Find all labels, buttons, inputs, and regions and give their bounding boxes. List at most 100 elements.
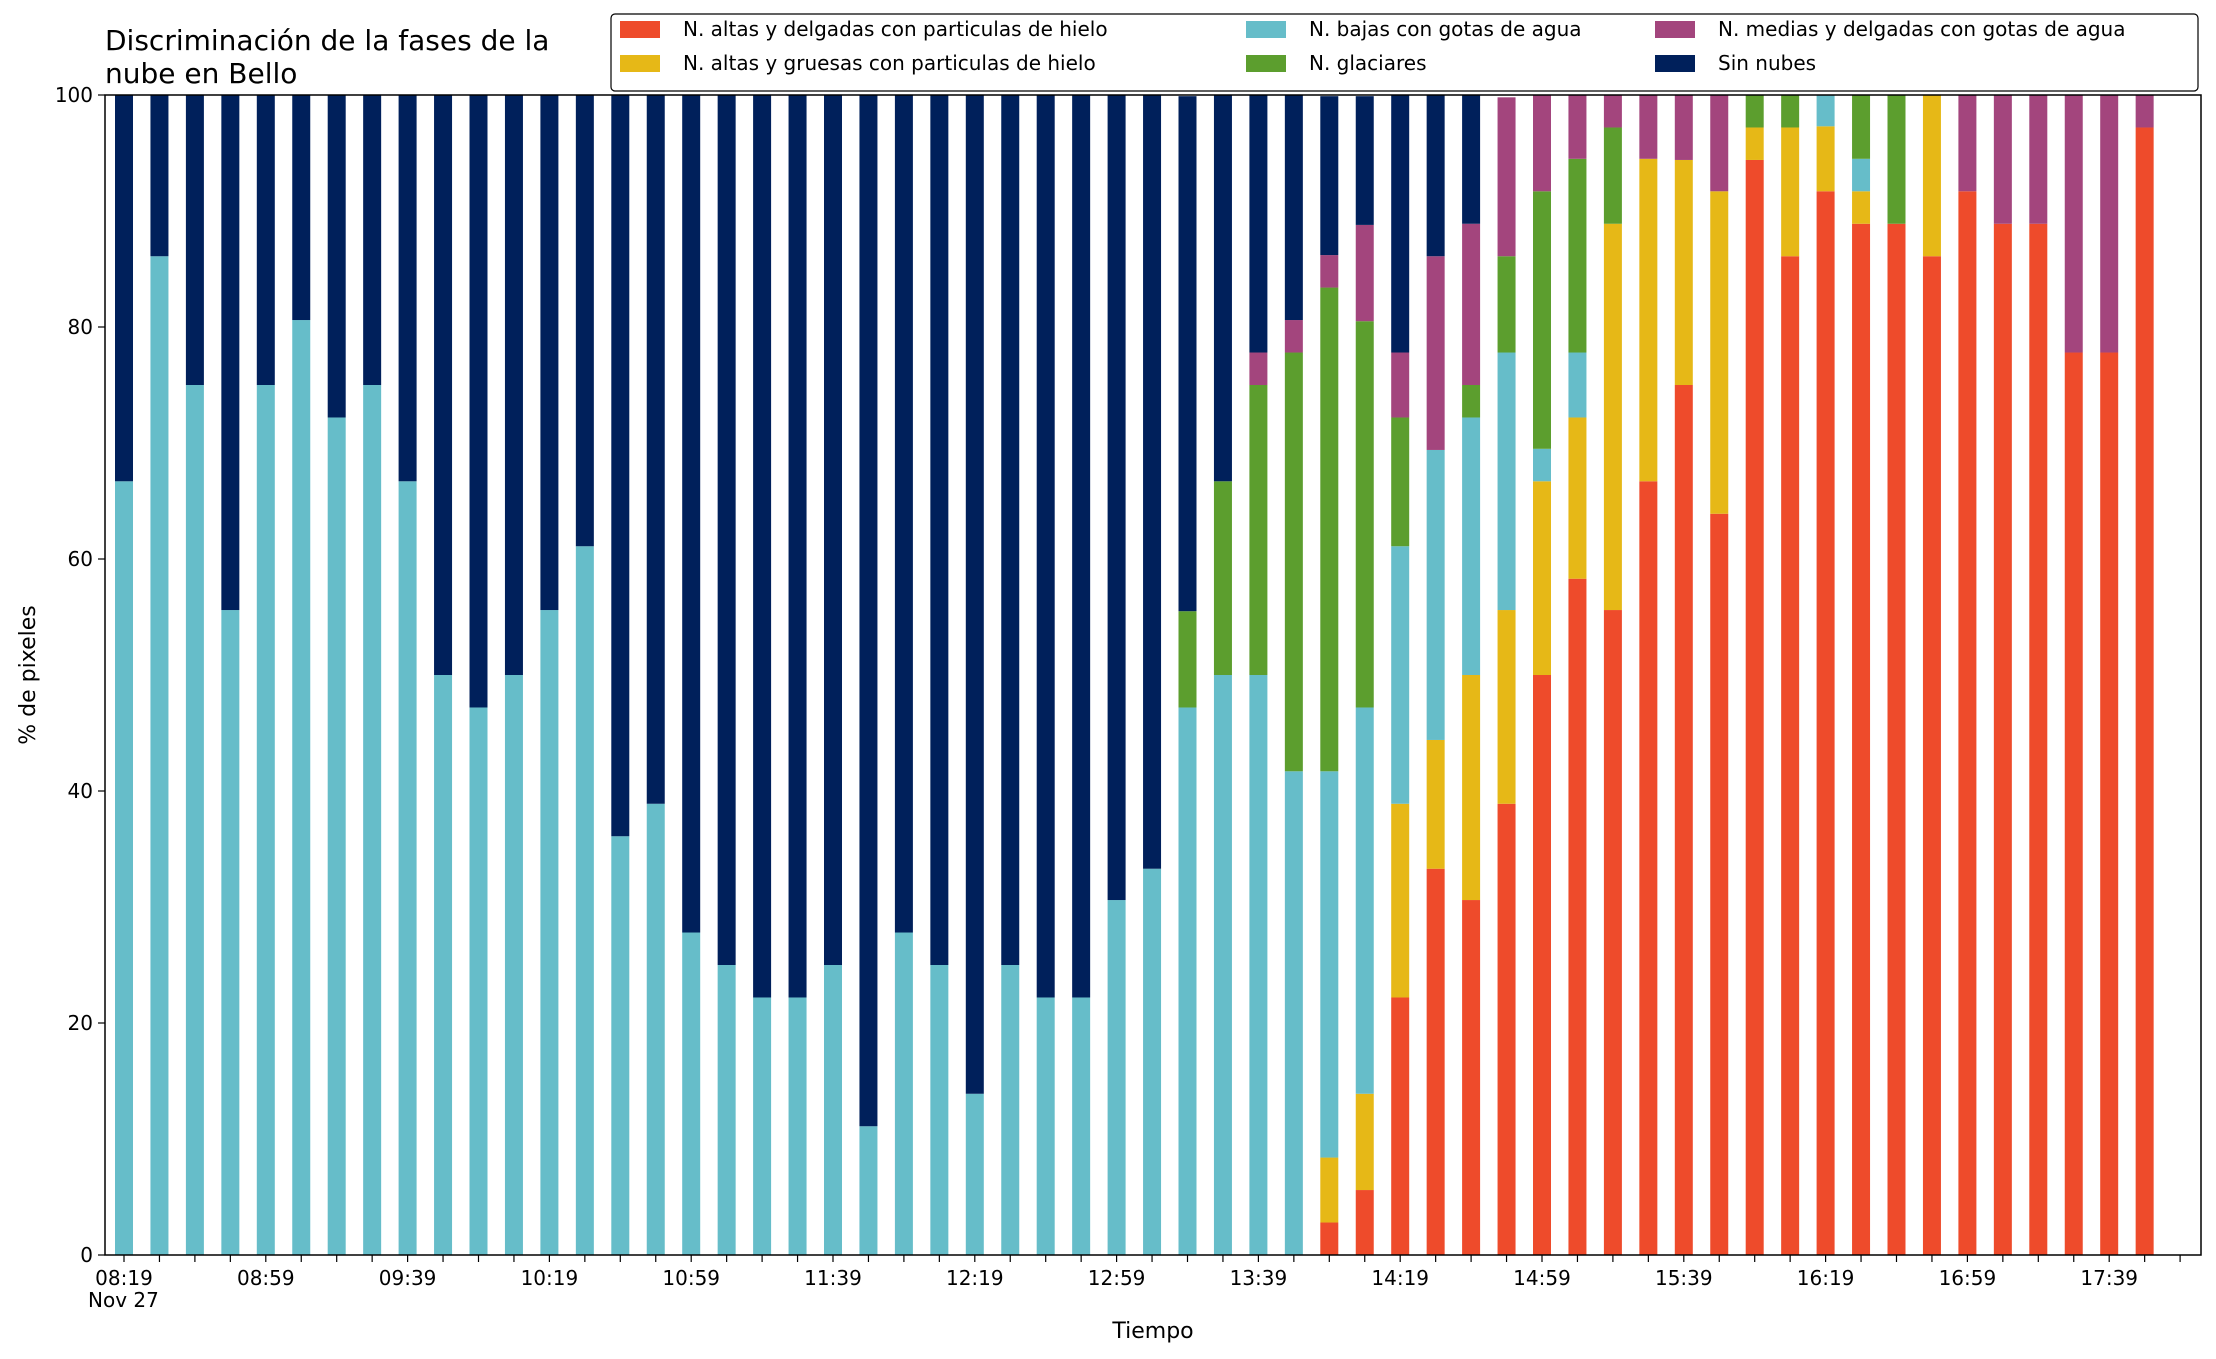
bar-segment [1993,223,2012,1255]
legend-label: Sin nubes [1718,51,1816,75]
bar-segment [292,95,311,321]
bar-segment [1284,95,1303,321]
bars-layer [115,95,2154,1256]
bar-segment [1320,1222,1339,1255]
bar-segment [788,997,807,1255]
legend-label: N. glaciares [1309,51,1427,75]
bar-segment [1036,997,1055,1255]
bar-segment [1213,481,1232,675]
chart-title-line-2: nube en Bello [105,57,297,90]
bar-segment [1462,223,1481,385]
bar-segment [611,836,630,1255]
bar-segment [1249,352,1268,385]
bar-segment [363,95,382,385]
bar-segment [646,95,665,804]
bar-segment [327,95,346,418]
bar-segment [1603,95,1622,128]
legend-box [610,13,2199,92]
bar-segment [1887,223,1906,1255]
bar-segment [2100,95,2119,353]
bar-segment [2029,223,2048,1255]
bar-segment [575,546,594,1255]
bar-segment [398,481,417,1255]
bar-segment [1710,95,1729,192]
bar-segment [1922,95,1941,257]
bar-segment [1107,900,1126,1255]
bar-segment [1249,95,1268,353]
bar-segment [1816,95,1835,127]
bar-segment [221,95,240,611]
y-tick-label: 20 [68,1011,93,1035]
y-tick-label: 40 [68,779,93,803]
y-axis: 0 20 40 60 80 100 [55,83,105,1267]
bar-segment [1958,95,1977,192]
bar-segment [859,1126,878,1255]
bar-segment [1745,159,1764,1256]
x-tick-label: 14:59 [1513,1266,1571,1290]
bar-segment [1462,675,1481,901]
bar-segment [185,95,204,385]
bar-segment [930,95,949,965]
bar-segment [1426,449,1445,740]
bar-segment [1001,95,1020,965]
bar-segment [1178,96,1197,612]
bar-segment [1639,158,1658,482]
bar-segment [1284,320,1303,353]
bar-segment [1143,95,1162,869]
legend-label: N. bajas con gotas de agua [1309,17,1582,41]
bar-segment [1639,481,1658,1255]
bar-segment [1355,224,1374,322]
bar-segment [1213,95,1232,482]
bar-segment [1674,385,1693,1255]
bar-segment [2064,352,2083,1255]
bar-segment [788,95,807,998]
bar-segment [1533,448,1551,482]
bar-segment [611,95,630,837]
bar-segment [717,95,736,965]
bar-segment [1107,95,1126,901]
x-tick-label: 08:19 [95,1266,153,1290]
bar-segment [575,95,594,547]
bar-segment [717,965,736,1255]
bar-segment [1249,675,1268,1255]
bar-segment [1072,95,1091,998]
bar-segment [1355,1093,1374,1191]
bar-segment [965,95,984,1094]
bar-segment [1391,997,1410,1255]
bar-segment [646,803,665,1255]
bar-segment [1603,610,1622,1255]
bar-segment [1320,255,1339,288]
y-axis-label: % de pixeles [16,605,41,744]
bar-segment [930,965,949,1255]
bar-segment [1603,127,1622,224]
bar-segment [1497,610,1516,804]
bar-segment [1036,95,1055,998]
bar-segment [1887,95,1906,224]
bar-segment [1533,191,1551,449]
x-tick-label: 17:39 [2080,1266,2138,1290]
bar-segment [1462,417,1481,675]
bar-segment [1462,95,1481,224]
bar-segment [1533,95,1551,192]
bar-segment [1533,675,1551,1255]
bar-segment [1284,771,1303,1255]
bar-segment [150,95,169,257]
y-tick-label: 0 [80,1243,93,1267]
bar-segment [1072,997,1091,1255]
legend-swatch [620,55,660,72]
bar-segment [256,385,275,1255]
x-date-label: Nov 27 [88,1288,159,1312]
bar-segment [540,95,559,611]
bar-segment [1603,223,1622,611]
bar-segment [363,385,382,1255]
bar-segment [894,932,913,1255]
bar-segment [1426,739,1445,869]
bar-segment [1710,513,1729,1255]
bar-segment [1745,95,1764,128]
bar-segment [1355,96,1374,225]
bar-segment [1426,868,1445,1255]
bar-segment [1568,417,1587,579]
bar-segment [1320,1157,1339,1223]
bar-segment [1355,1190,1374,1255]
